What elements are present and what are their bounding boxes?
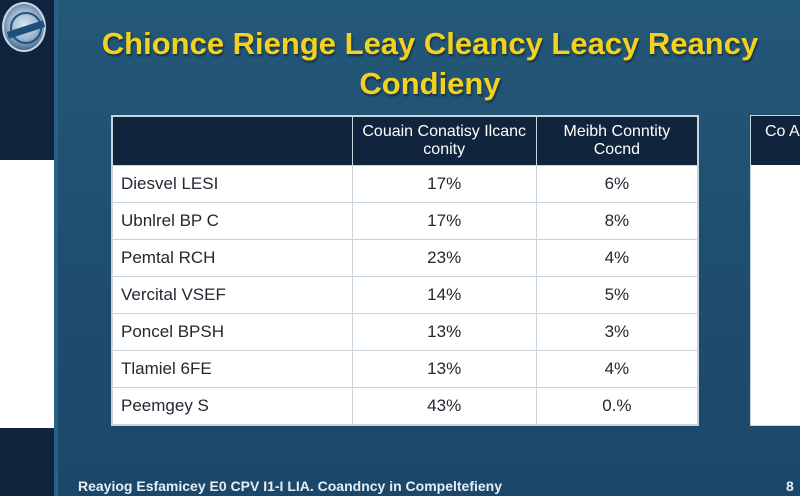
table-row: Pemtal RCH 23% 4% bbox=[112, 239, 699, 277]
row-value-b: 8% bbox=[535, 202, 699, 240]
row-value-a: 13% bbox=[351, 313, 537, 351]
row-value-b: 3% bbox=[535, 313, 699, 351]
row-name: Tlamiel 6FE bbox=[112, 350, 353, 388]
row-value-b: 0.% bbox=[535, 387, 699, 425]
table-row: Diesvel LESI 17% 6% bbox=[112, 165, 699, 203]
emblem-logo-icon bbox=[2, 2, 46, 52]
header-col-b: Meibh Conntity Cocnd bbox=[535, 116, 699, 166]
row-value-a: 17% bbox=[351, 202, 537, 240]
side-table-panel: Co A bbox=[750, 115, 800, 426]
table-row: Poncel BPSH 13% 3% bbox=[112, 313, 699, 351]
left-divider bbox=[54, 0, 58, 496]
side-panel-header: Co A bbox=[751, 116, 800, 165]
left-strip-bottom bbox=[0, 428, 54, 496]
row-name: Peemgey S bbox=[112, 387, 353, 425]
slide-title-line2: Condieny bbox=[359, 66, 501, 101]
row-value-a: 43% bbox=[351, 387, 537, 425]
row-name: Vercital VSEF bbox=[112, 276, 353, 314]
row-name: Ubnlrel BP C bbox=[112, 202, 353, 240]
page-number: 8 bbox=[786, 478, 794, 494]
row-name: Poncel BPSH bbox=[112, 313, 353, 351]
table-row: Tlamiel 6FE 13% 4% bbox=[112, 350, 699, 388]
row-value-b: 5% bbox=[535, 276, 699, 314]
data-table: Couain Conatisy Ilcanc conity Meibh Conn… bbox=[112, 116, 699, 425]
footer-caption: Reayiog Esfamicey E0 CPV I1-I LIA. Coand… bbox=[78, 478, 503, 494]
row-name: Pemtal RCH bbox=[112, 239, 353, 277]
row-value-a: 14% bbox=[351, 276, 537, 314]
row-value-b: 4% bbox=[535, 350, 699, 388]
header-col-a: Couain Conatisy Ilcanc conity bbox=[351, 116, 537, 166]
table-row: Vercital VSEF 14% 5% bbox=[112, 276, 699, 314]
row-value-b: 4% bbox=[535, 239, 699, 277]
row-value-a: 17% bbox=[351, 165, 537, 203]
left-strip-middle bbox=[0, 160, 54, 428]
row-value-a: 23% bbox=[351, 239, 537, 277]
header-name bbox=[112, 116, 353, 166]
table-header-row: Couain Conatisy Ilcanc conity Meibh Conn… bbox=[112, 116, 699, 166]
row-value-b: 6% bbox=[535, 165, 699, 203]
table-row: Ubnlrel BP C 17% 8% bbox=[112, 202, 699, 240]
slide-title: Chionce Rienge Leay Cleancy Leacy Reancy… bbox=[60, 24, 800, 104]
row-value-a: 13% bbox=[351, 350, 537, 388]
slide-title-line1: Chionce Rienge Leay Cleancy Leacy Reancy bbox=[101, 26, 759, 61]
table-row: Peemgey S 43% 0.% bbox=[112, 387, 699, 425]
comparison-table: Couain Conatisy Ilcanc conity Meibh Conn… bbox=[111, 115, 699, 426]
row-name: Diesvel LESI bbox=[112, 165, 353, 203]
